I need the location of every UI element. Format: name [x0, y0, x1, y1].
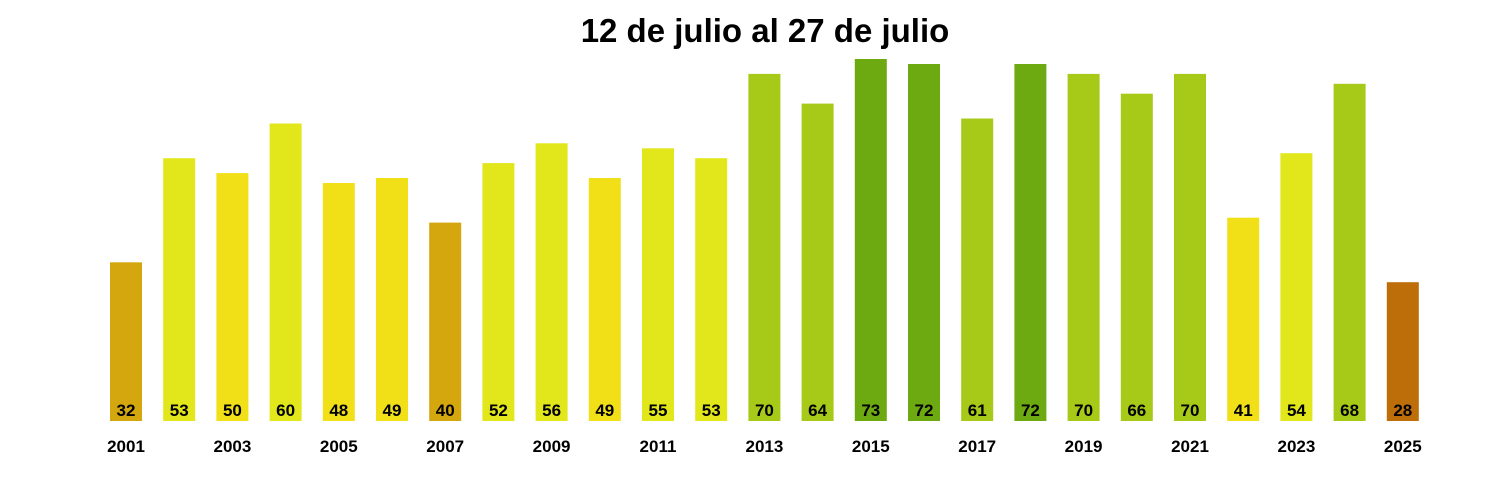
x-tick-label-2017: 2017: [958, 437, 996, 456]
x-tick-label-2011: 2011: [640, 437, 677, 456]
bar-2009: [535, 143, 568, 422]
data-label-2006: 49: [383, 401, 402, 420]
bar-2020: [1120, 93, 1153, 421]
x-tick-label-2005: 2005: [320, 437, 358, 456]
bar-2012: [695, 158, 728, 421]
x-tick-label-2007: 2007: [426, 437, 464, 456]
chart-title: 12 de julio al 27 de julio: [580, 12, 950, 49]
bar-2014: [801, 103, 834, 421]
data-label-2009: 56: [542, 401, 561, 420]
bar-2023: [1280, 153, 1313, 421]
data-label-2011: 55: [649, 401, 668, 420]
bar-2001: [110, 262, 142, 421]
data-label-2025: 28: [1393, 401, 1412, 420]
bar-2025: [1386, 282, 1419, 421]
bar-2010: [588, 178, 621, 421]
data-label-2020: 66: [1127, 401, 1146, 420]
data-label-2017: 61: [968, 401, 987, 420]
data-label-2001: 32: [117, 401, 136, 420]
x-tick-label-2021: 2021: [1171, 437, 1209, 456]
bar-2011: [642, 148, 674, 422]
bar-2017: [961, 118, 994, 421]
data-label-2014: 64: [808, 401, 827, 420]
data-label-2021: 70: [1181, 401, 1200, 420]
data-label-2016: 72: [915, 401, 934, 420]
bar-2005: [322, 183, 355, 421]
data-label-2010: 49: [595, 401, 614, 420]
bar-2021: [1174, 73, 1206, 422]
bar-2003: [216, 173, 249, 421]
data-label-2005: 48: [329, 401, 348, 420]
data-label-2002: 53: [170, 401, 189, 420]
data-label-2012: 53: [702, 401, 721, 420]
data-label-2023: 54: [1287, 401, 1306, 420]
data-label-2007: 40: [436, 401, 455, 420]
x-tick-label-2023: 2023: [1277, 437, 1315, 456]
bar-2006: [376, 178, 408, 421]
bar-2007: [429, 222, 462, 421]
data-label-2004: 60: [276, 401, 295, 420]
x-tick-label-2001: 2001: [107, 437, 145, 456]
data-label-2019: 70: [1074, 401, 1093, 420]
x-tick-label-2009: 2009: [533, 437, 571, 456]
bar-2002: [163, 158, 196, 421]
data-label-2024: 68: [1340, 401, 1359, 420]
bar-2016: [908, 64, 940, 421]
bar-2019: [1067, 73, 1100, 422]
bar-2024: [1333, 83, 1366, 422]
x-tick-label-2015: 2015: [852, 437, 890, 456]
data-label-2003: 50: [223, 401, 242, 420]
bar-2004: [269, 123, 302, 421]
x-tick-label-2003: 2003: [213, 437, 251, 456]
data-label-2013: 70: [755, 401, 774, 420]
bar-2013: [748, 73, 781, 422]
bar-2018: [1014, 64, 1047, 421]
data-label-2008: 52: [489, 401, 508, 420]
x-tick-label-2025: 2025: [1384, 437, 1422, 456]
x-tick-label-2013: 2013: [745, 437, 783, 456]
bar-2008: [482, 163, 515, 421]
bar-2015: [854, 59, 887, 421]
x-tick-label-2019: 2019: [1065, 437, 1103, 456]
data-label-2015: 73: [861, 401, 880, 420]
data-label-2018: 72: [1021, 401, 1040, 420]
bar-2022: [1227, 217, 1260, 421]
data-label-2022: 41: [1234, 401, 1253, 420]
